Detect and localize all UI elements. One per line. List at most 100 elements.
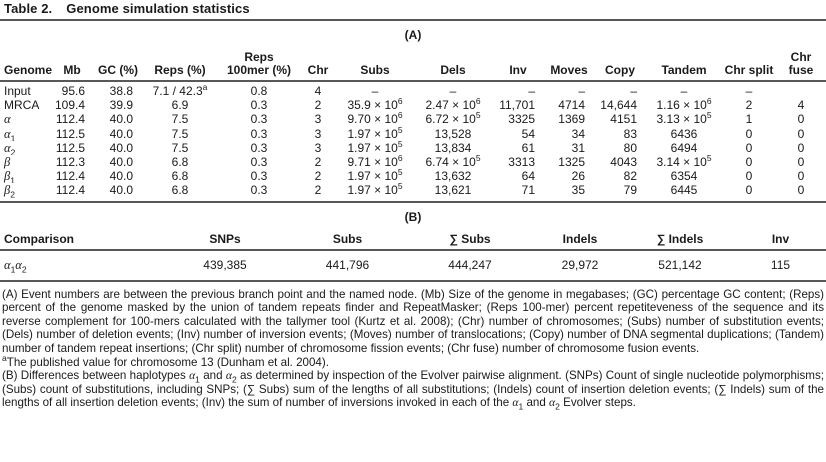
table-cell: 1369 (558, 112, 585, 127)
table-cell: 7.5 (171, 126, 189, 141)
table-row: β2 112.4 40.0 6.8 0.3 2 1.97 × 105 13,621 71 35 79… (0, 183, 826, 201)
table-row: α1 112.5 40.0 7.5 0.3 3 1.97 × 105 13,528 54 34 83… (0, 127, 826, 141)
table-cell: 26 (571, 169, 585, 184)
table-cell: 40.0 (109, 155, 133, 170)
column-header: Subs (336, 49, 414, 82)
column-header: GC (%) (94, 49, 142, 82)
column-header: Mb (50, 49, 94, 82)
row-label-cell: α1α2 (4, 257, 27, 275)
row-label-cell: MRCA (4, 98, 40, 113)
table-cell: 3 (314, 112, 322, 127)
table-cell: 0.3 (250, 126, 268, 141)
row-label-cell: β2 (4, 183, 15, 200)
table-a-header: Genome Mb GC (%) Reps (%) Reps 100mer (%) Chr S… (0, 49, 826, 82)
table-header-row: Genome Mb GC (%) Reps (%) Reps 100mer (%) Chr S… (0, 49, 826, 82)
table-cell: 13,621 (434, 183, 472, 198)
table-cell: 13,528 (434, 126, 472, 141)
table-cell: 38.8 (109, 84, 133, 98)
table-cell: 1.97 × 105 (347, 183, 403, 198)
table-cell: 3313 (508, 155, 535, 170)
table-cell: 0 (745, 140, 753, 155)
table-cell: 0 (797, 169, 805, 184)
table-cell: 0.3 (250, 112, 268, 127)
table-cell: 40.0 (109, 126, 133, 141)
table-cell: 95.6 (61, 84, 85, 98)
table-cell: 35.9 × 106 (347, 98, 403, 113)
table-cell: 6.74 × 105 (425, 155, 481, 170)
column-header: Inv (492, 49, 544, 82)
genome-stats-table-a: Genome Mb GC (%) Reps (%) Reps 100mer (%) Chr S… (0, 49, 826, 203)
table-row: MRCA 109.4 39.9 6.9 0.3 2 35.9 × 106 2.47 × 106… (0, 98, 826, 112)
table-cell: 0.8 (250, 84, 268, 98)
table-a-body: Input 95.6 38.8 7.1 / 42.3a 0.8 4 – – – – – – – MRCA 1… (0, 81, 826, 202)
table-cell: 3 (314, 126, 322, 141)
table-cell: 40.0 (109, 169, 133, 184)
table-cell: 0 (745, 169, 753, 184)
section-b-label: (B) (404, 209, 422, 224)
table-cell: 3325 (508, 112, 535, 127)
table-cell: 112.5 (55, 140, 85, 155)
table-cell: 0 (797, 183, 805, 198)
table-cell: 0 (745, 183, 753, 198)
column-header: Genome (0, 49, 52, 82)
table-b-body: α1α2 439,385 441,796 444,247 29,972 521,142 11… (0, 250, 826, 281)
table-cell: 1.16 × 106 (656, 98, 712, 113)
table-cell: 7.1 / 42.3a (152, 82, 208, 98)
table-cell: 13,632 (434, 169, 472, 184)
table-cell: 40.0 (109, 140, 133, 155)
column-header: Comparison (0, 230, 160, 251)
table-row: Input 95.6 38.8 7.1 / 42.3a 0.8 4 – – – – – – – (0, 81, 826, 98)
table-cell: 0 (797, 112, 805, 127)
column-header: Chr split (722, 49, 776, 82)
table-row: α 112.4 40.0 7.5 0.3 3 9.70 × 106 6.72 × 105 332… (0, 112, 826, 126)
table-cell: 2 (314, 98, 322, 113)
table-cell: 0.3 (250, 183, 268, 198)
table-cell: 1.97 × 105 (347, 140, 403, 155)
table-cell: 13,834 (434, 140, 472, 155)
divider-top (0, 19, 826, 21)
row-label-cell: α (4, 112, 11, 127)
table-cell: 115 (770, 257, 791, 272)
table-cell: 3 (314, 140, 322, 155)
table-cell: 0 (745, 126, 753, 141)
table-cell: 6.8 (171, 155, 189, 170)
row-label-cell: α1 (4, 126, 16, 141)
table-row: α1α2 439,385 441,796 444,247 29,972 521,142 11… (0, 250, 826, 281)
table-row: β1 112.4 40.0 6.8 0.3 2 1.97 × 105 13,632 64 26 82… (0, 169, 826, 183)
table-cell: 6.9 (171, 98, 189, 113)
table-cell: 6.8 (171, 169, 189, 184)
column-header: Copy (594, 49, 646, 82)
table-cell: 0 (797, 155, 805, 170)
column-header: SNPs (160, 230, 290, 251)
column-header: Subs (290, 230, 405, 251)
table-cell: 4714 (558, 98, 585, 113)
table-header-row: Comparison SNPs Subs ∑ Subs Indels ∑ Indels In… (0, 230, 826, 251)
table-cell: 0 (745, 155, 753, 170)
table-cell: 83 (623, 126, 637, 141)
footnote: (B) Differences between haplotypes α1 an… (2, 369, 824, 412)
table-number: Table 2. (4, 1, 53, 16)
table-cell: 35 (571, 183, 585, 198)
column-header: ∑ Indels (625, 230, 735, 251)
table-cell: 6436 (670, 126, 698, 141)
table-cell: 112.4 (55, 112, 85, 127)
column-header: Moves (544, 49, 594, 82)
table-cell: 439,385 (203, 257, 247, 272)
table-cell: 40.0 (109, 183, 133, 198)
table-cell: 2 (314, 169, 322, 184)
table-cell: – (371, 84, 379, 98)
table-cell: 6.8 (171, 183, 189, 198)
table-cell: 34 (571, 126, 585, 141)
table-cell: 0 (797, 126, 805, 141)
table-cell: 6494 (670, 140, 698, 155)
table-cell: – (680, 84, 688, 98)
table-cell: 6354 (670, 169, 698, 184)
table-cell: 112.5 (55, 126, 85, 141)
column-header: Inv (735, 230, 826, 251)
comparison-table-b: Comparison SNPs Subs ∑ Subs Indels ∑ Indels In… (0, 230, 826, 282)
table-row: α2 112.5 40.0 7.5 0.3 3 1.97 × 105 13,834 61 31 80… (0, 141, 826, 155)
table-cell: 2 (745, 98, 753, 113)
table-cell: 2 (314, 155, 322, 170)
table-cell: 1325 (558, 155, 585, 170)
